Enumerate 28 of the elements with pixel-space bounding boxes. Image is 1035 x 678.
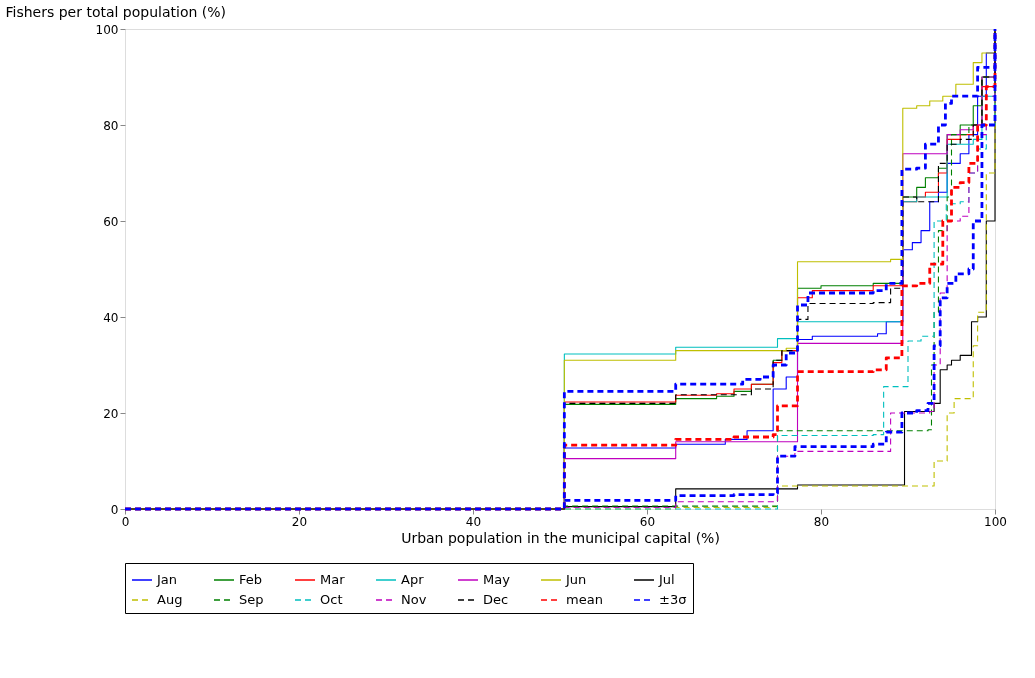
y-tick-label: 100 [95, 22, 119, 37]
legend-label: Nov [401, 592, 427, 607]
legend-label: May [483, 572, 511, 587]
x-tick-label: 0 [121, 514, 130, 529]
x-tick-label: 40 [465, 514, 482, 529]
y-axis-title: Fishers per total population (%) [5, 3, 227, 20]
legend-label: mean [566, 592, 603, 607]
legend-label: Feb [239, 572, 263, 587]
y-tick-label: 20 [103, 406, 119, 421]
legend-label: Sep [239, 592, 264, 607]
x-tick-label: 60 [639, 514, 656, 529]
y-tick-label: 0 [110, 502, 119, 517]
legend-label: Apr [401, 572, 425, 587]
legend-label: Jun [565, 572, 587, 587]
legend-label: Jul [658, 572, 675, 587]
legend-label: Aug [157, 592, 183, 607]
y-tick-label: 60 [103, 214, 119, 229]
y-tick-label: 40 [103, 310, 119, 325]
legend-label: Mar [320, 572, 346, 587]
legend-label: Oct [320, 592, 343, 607]
y-tick-label: 80 [103, 118, 119, 133]
x-tick-label: 20 [291, 514, 308, 529]
legend-label: Dec [483, 592, 509, 607]
legend-label: Jan [156, 572, 178, 587]
x-tick-label: 100 [984, 514, 1007, 529]
x-axis-title: Urban population in the municipal capital (%) [401, 529, 720, 546]
x-tick-label: 80 [813, 514, 830, 529]
legend-label: ±3σ [659, 592, 687, 607]
